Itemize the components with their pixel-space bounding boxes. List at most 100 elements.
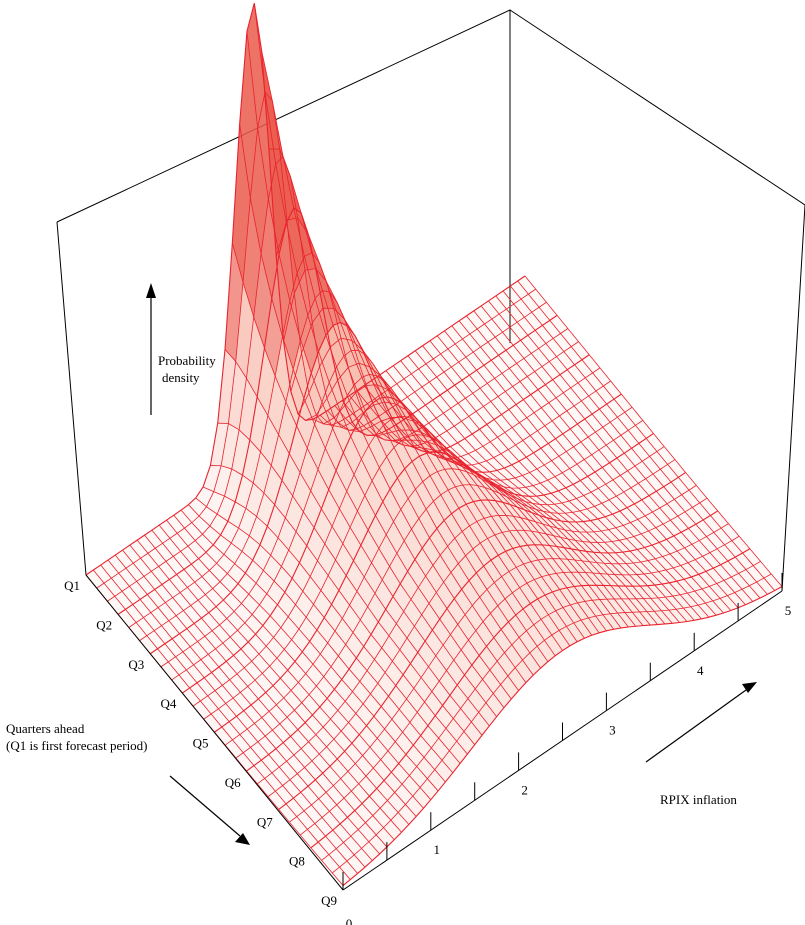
surface-cell bbox=[339, 861, 358, 880]
surface-cell bbox=[218, 703, 237, 722]
surface-cell bbox=[510, 495, 529, 507]
surface-cell bbox=[378, 370, 397, 389]
surface-cell bbox=[472, 388, 491, 407]
surface-cell bbox=[515, 440, 534, 458]
surface-cell bbox=[602, 462, 621, 480]
quarter-label: Q5 bbox=[193, 736, 209, 751]
surface-cell bbox=[342, 527, 361, 561]
x-tick-label: 2 bbox=[521, 782, 528, 797]
surface-cell bbox=[394, 784, 413, 805]
surface-cell bbox=[706, 532, 725, 549]
surface-cell bbox=[580, 437, 599, 455]
surface-cell bbox=[574, 359, 593, 378]
surface-cell bbox=[368, 434, 387, 468]
surface-cell bbox=[336, 798, 355, 818]
surface-cell bbox=[250, 741, 269, 761]
surface-cell bbox=[662, 582, 681, 597]
surface-cell bbox=[535, 521, 554, 536]
surface-cell bbox=[183, 564, 202, 583]
surface-cell bbox=[602, 422, 621, 441]
surface-cell bbox=[320, 410, 339, 426]
surface-cell bbox=[576, 459, 595, 477]
surface-cell bbox=[352, 619, 372, 647]
surface-cell bbox=[628, 598, 647, 612]
surface-cell bbox=[636, 598, 655, 612]
surface-cell bbox=[593, 552, 612, 564]
surface-cell bbox=[137, 535, 156, 554]
surface-cell bbox=[293, 339, 312, 399]
surface-cell bbox=[541, 361, 560, 380]
surface-cell bbox=[407, 391, 426, 411]
surface-cell bbox=[568, 539, 587, 552]
surface-cell bbox=[393, 360, 412, 379]
surface-cell bbox=[504, 644, 523, 668]
surface-cell bbox=[479, 424, 498, 442]
surface-cell bbox=[567, 364, 586, 383]
surface-cell bbox=[543, 493, 562, 505]
surface-cell bbox=[242, 440, 261, 483]
surface-cell bbox=[430, 471, 449, 495]
surface-cell bbox=[114, 591, 133, 610]
surface-cell bbox=[495, 500, 514, 517]
surface-cell bbox=[414, 548, 433, 577]
surface-cell bbox=[316, 617, 335, 643]
mesh-column-line bbox=[195, 497, 454, 774]
surface-cell bbox=[302, 576, 321, 605]
surface-cell bbox=[483, 360, 502, 379]
surface-cell bbox=[384, 719, 403, 742]
surface-cell bbox=[476, 566, 495, 590]
surface-cell bbox=[480, 538, 499, 561]
surface-cell bbox=[320, 642, 339, 667]
surface-cell bbox=[351, 783, 370, 804]
surface-cell bbox=[534, 407, 553, 426]
surface-cell bbox=[563, 604, 582, 623]
surface-cell bbox=[291, 628, 310, 652]
surface-mesh bbox=[85, 3, 783, 886]
surface-cell bbox=[194, 576, 213, 595]
surface-cell bbox=[315, 773, 334, 793]
surface-cell bbox=[231, 429, 250, 476]
surface-cell bbox=[623, 522, 642, 537]
mesh-column-line bbox=[144, 534, 402, 833]
surface-cell bbox=[284, 578, 303, 605]
surface-cell bbox=[230, 583, 249, 604]
surface-cell bbox=[363, 634, 382, 660]
surface-cell bbox=[447, 385, 466, 404]
surface-cell bbox=[297, 767, 316, 787]
surface-cell bbox=[489, 470, 508, 481]
surface-cell bbox=[236, 667, 256, 687]
surface-cell bbox=[655, 556, 674, 570]
surface-cell bbox=[569, 464, 588, 481]
surface-cell bbox=[198, 552, 217, 571]
x-tick-label: 5 bbox=[785, 603, 792, 618]
surface-cell bbox=[204, 630, 223, 649]
surface-cell bbox=[187, 582, 206, 601]
surface-cell bbox=[346, 854, 365, 874]
surface-cell bbox=[235, 475, 254, 509]
surface-cell bbox=[229, 673, 248, 693]
surface-cell bbox=[176, 610, 195, 629]
surface-cell bbox=[211, 667, 230, 686]
mesh-column-line bbox=[524, 275, 783, 587]
surface-cell bbox=[566, 622, 585, 642]
surface-cell bbox=[287, 661, 306, 683]
surface-cell bbox=[534, 366, 553, 385]
surface-cell bbox=[440, 390, 459, 409]
surface-cell bbox=[561, 521, 580, 532]
surface-cell bbox=[585, 572, 604, 586]
surface-cell bbox=[214, 726, 233, 746]
surface-cell bbox=[580, 476, 599, 493]
surface-cell bbox=[505, 345, 524, 364]
surface-cell bbox=[366, 768, 385, 789]
surface-cell bbox=[172, 592, 191, 611]
mesh-column-line bbox=[517, 280, 775, 591]
surface-cell bbox=[328, 470, 347, 509]
surface-cell bbox=[363, 421, 382, 436]
surface-cell bbox=[490, 605, 509, 630]
surface-cell bbox=[462, 484, 481, 502]
surface-cell bbox=[484, 516, 503, 535]
surface-cell bbox=[468, 411, 487, 430]
surface-cell bbox=[440, 348, 459, 368]
surface-cell bbox=[276, 649, 295, 671]
surface-cell bbox=[233, 648, 252, 668]
